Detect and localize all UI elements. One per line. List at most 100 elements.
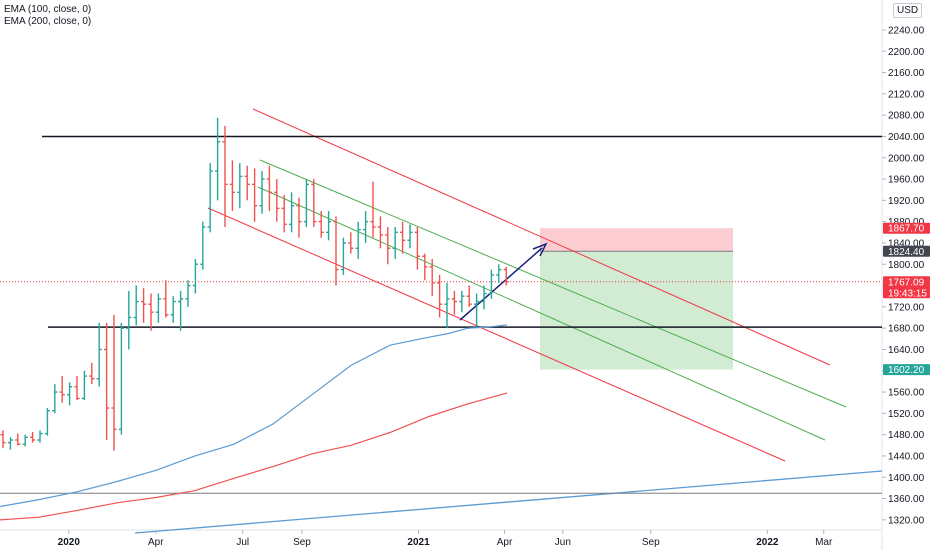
time-tick-label: Sep [293, 537, 311, 548]
ohlc-bar [141, 288, 147, 323]
ohlc-bar [229, 160, 235, 211]
ohlc-bar [266, 165, 272, 211]
ohlc-bar [429, 258, 435, 297]
ohlc-bar [133, 285, 139, 326]
ohlc-bar [340, 237, 346, 275]
indicator-legend: EMA (100, close, 0) EMA (200, close, 0) [4, 4, 91, 28]
currency-badge[interactable]: USD [893, 3, 923, 18]
price-tick-label: 1560.00 [888, 388, 925, 399]
ohlc-bar [237, 163, 243, 209]
ohlc-bar [407, 224, 413, 249]
indicator-lines [0, 324, 508, 521]
ohlc-bar [200, 221, 206, 270]
ohlc-bar [244, 165, 250, 201]
take-profit-zone [540, 251, 733, 370]
price-tick-label: 1960.00 [888, 175, 925, 186]
projection-arrow-head [532, 242, 548, 257]
ohlc-bar [74, 376, 80, 401]
ohlc-bar [474, 293, 480, 329]
ohlc-bar [466, 285, 472, 307]
ohlc-bar [370, 181, 376, 238]
ema100-line [0, 324, 508, 508]
ohlc-bar [392, 226, 398, 259]
price-tick-label: 1320.00 [888, 515, 925, 526]
ohlc-bar [252, 168, 258, 222]
ohlc-bar [111, 314, 117, 451]
ohlc-bar [81, 370, 87, 401]
time-tick-label: Apr [497, 537, 513, 548]
ohlc-bar [0, 430, 6, 448]
ohlc-bar [52, 384, 58, 414]
ohlc-bar [222, 125, 228, 227]
price-tick-label: 2160.00 [888, 68, 925, 79]
price-tag-bg [883, 245, 930, 257]
legend-ema200[interactable]: EMA (200, close, 0) [4, 16, 92, 27]
ohlc-bar [488, 269, 494, 299]
price-tag-bg [883, 222, 930, 234]
ohlc-bar [155, 293, 161, 323]
price-tick-label: 1360.00 [888, 494, 925, 505]
ema200-line [0, 392, 508, 521]
ohlc-bar [503, 266, 509, 286]
ohlc-bar [22, 434, 28, 447]
ohlc-bar [215, 117, 221, 201]
ohlc-bar [348, 232, 354, 254]
channel-upper-line [252, 108, 831, 366]
ohlc-bar [15, 433, 21, 446]
ohlc-bar [163, 280, 169, 318]
ohlc-bar [118, 322, 124, 435]
ohlc-bar [59, 376, 65, 403]
ohlc-bar [37, 430, 43, 443]
drawings-layer[interactable] [0, 108, 883, 534]
time-tick-label: Sep [642, 537, 660, 548]
price-tick-label: 2240.00 [888, 25, 925, 36]
ohlc-bar [496, 264, 502, 283]
ohlc-bar [178, 290, 184, 331]
inner-channel-lower-line [257, 186, 826, 441]
price-tag-countdown: 19:43:15 [888, 288, 927, 299]
ohlc-bar [437, 274, 443, 318]
price-tag-bg [883, 276, 930, 299]
ohlc-bar [289, 192, 295, 233]
ohlc-bar [296, 197, 302, 238]
price-tick-label: 1440.00 [888, 451, 925, 462]
time-tick-label: Apr [148, 537, 164, 548]
ohlc-bar [274, 179, 280, 222]
time-tick-label: Jun [555, 537, 571, 548]
price-tick-label: 1680.00 [888, 324, 925, 335]
price-tick-label: 2200.00 [888, 47, 925, 58]
price-tick-label: 1400.00 [888, 473, 925, 484]
price-tag-label: 1767.09 [888, 277, 925, 288]
price-tick-label: 2120.00 [888, 89, 925, 100]
ohlc-bar [259, 171, 265, 214]
price-tick-label: 2080.00 [888, 111, 925, 122]
time-tick-label: Jul [236, 537, 249, 548]
ohlc-bar [44, 408, 50, 436]
ohlc-bars [0, 117, 509, 451]
ohlc-bar [104, 322, 110, 440]
ohlc-bar [7, 437, 13, 450]
time-axis[interactable]: 2020 Apr Jul Sep 2021 Apr Jun Sep 2022 Mar [58, 530, 833, 548]
price-tick-label: 2000.00 [888, 153, 925, 164]
ohlc-bar [185, 280, 191, 307]
ohlc-bar [481, 285, 487, 310]
price-tick-label: 1880.00 [888, 217, 925, 228]
legend-ema100[interactable]: EMA (100, close, 0) [4, 4, 92, 15]
ohlc-bar [170, 296, 176, 323]
ohlc-bar [414, 226, 420, 270]
channel-lower-line [207, 207, 786, 462]
ohlc-bar [422, 253, 428, 281]
projection-arrow-line [459, 247, 543, 321]
ohlc-bar [444, 282, 450, 329]
ohlc-bar [377, 216, 383, 249]
price-tick-label: 2040.00 [888, 132, 925, 143]
ohlc-bar [30, 431, 36, 443]
price-tag-label: 1867.70 [888, 224, 925, 235]
ohlc-bar [311, 179, 317, 227]
price-tick-label: 1520.00 [888, 409, 925, 420]
ohlc-bar [89, 362, 95, 385]
time-tick-label: 2020 [58, 537, 81, 548]
